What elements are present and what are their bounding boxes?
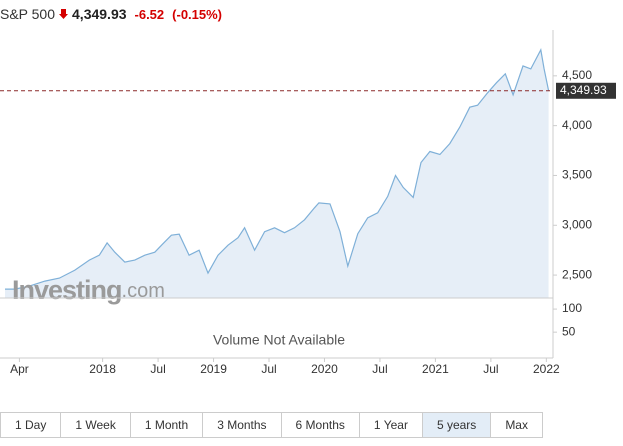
range-button[interactable]: 3 Months [203, 413, 282, 437]
x-tick-label: Jul [372, 362, 387, 376]
y-tick-label: 4,000 [562, 118, 592, 132]
area-fill [5, 49, 549, 299]
volume-note: Volume Not Available [213, 332, 345, 348]
price-tag [556, 82, 616, 99]
x-tick-label: 2021 [422, 362, 449, 376]
x-tick-label: 2022 [533, 362, 560, 376]
header: S&P 500 4,349.93 -6.52 (-0.15%) [0, 6, 222, 22]
change: -6.52 [134, 6, 165, 22]
down-arrow [59, 9, 69, 19]
range-button[interactable]: 1 Day [1, 413, 62, 437]
symbol: S&P 500 [0, 6, 56, 22]
x-tick-label: Apr [10, 362, 29, 376]
range-button[interactable]: Max [491, 413, 543, 437]
y-tick-label: 3,000 [562, 217, 592, 231]
y-tick-label: 2,500 [562, 267, 592, 281]
x-tick-label: 2019 [200, 362, 227, 376]
range-button[interactable]: 1 Week [61, 413, 131, 437]
range-button[interactable]: 1 Month [131, 413, 204, 437]
x-tick-label: Jul [150, 362, 165, 376]
volume-tick-label: 50 [562, 324, 576, 338]
y-tick-label: 4,500 [562, 68, 592, 82]
y-tick-label: 3,500 [562, 168, 592, 182]
range-button[interactable]: 5 years [422, 413, 492, 437]
price: 4,349.93 [72, 6, 127, 22]
x-tick-label: 2020 [311, 362, 338, 376]
range-button[interactable]: 6 Months [282, 413, 360, 437]
price-tag-label: 4,349.93 [560, 83, 607, 97]
change-pct: (-0.15%) [172, 6, 223, 22]
x-tick-label: Jul [483, 362, 498, 376]
range-button[interactable]: 1 Year [360, 413, 423, 437]
watermark-suffix: .com [122, 280, 165, 302]
price-line [5, 48, 550, 290]
watermark-main: Investing [12, 275, 122, 305]
x-tick-label: Jul [261, 362, 276, 376]
watermark: Investing.com [12, 275, 165, 305]
volume-tick-label: 100 [562, 301, 582, 315]
range-bar: 1 Day 1 Week 1 Month 3 Months 6 Months 1 Year… [0, 412, 543, 438]
x-tick-label: 2018 [89, 362, 116, 376]
chart: Investing.com 2,500 3,000 3,500 4,000 4,500 50… [0, 30, 616, 376]
